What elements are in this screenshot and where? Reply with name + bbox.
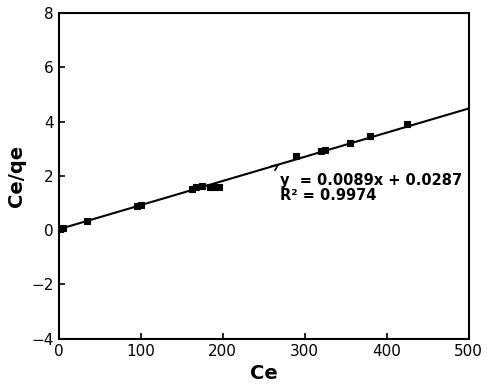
Y-axis label: Ce/qe: Ce/qe bbox=[7, 145, 26, 207]
Text: y  = 0.0089x + 0.0287: y = 0.0089x + 0.0287 bbox=[280, 173, 462, 188]
X-axis label: Ce: Ce bbox=[250, 364, 277, 383]
Text: R² = 0.9974: R² = 0.9974 bbox=[280, 188, 376, 203]
